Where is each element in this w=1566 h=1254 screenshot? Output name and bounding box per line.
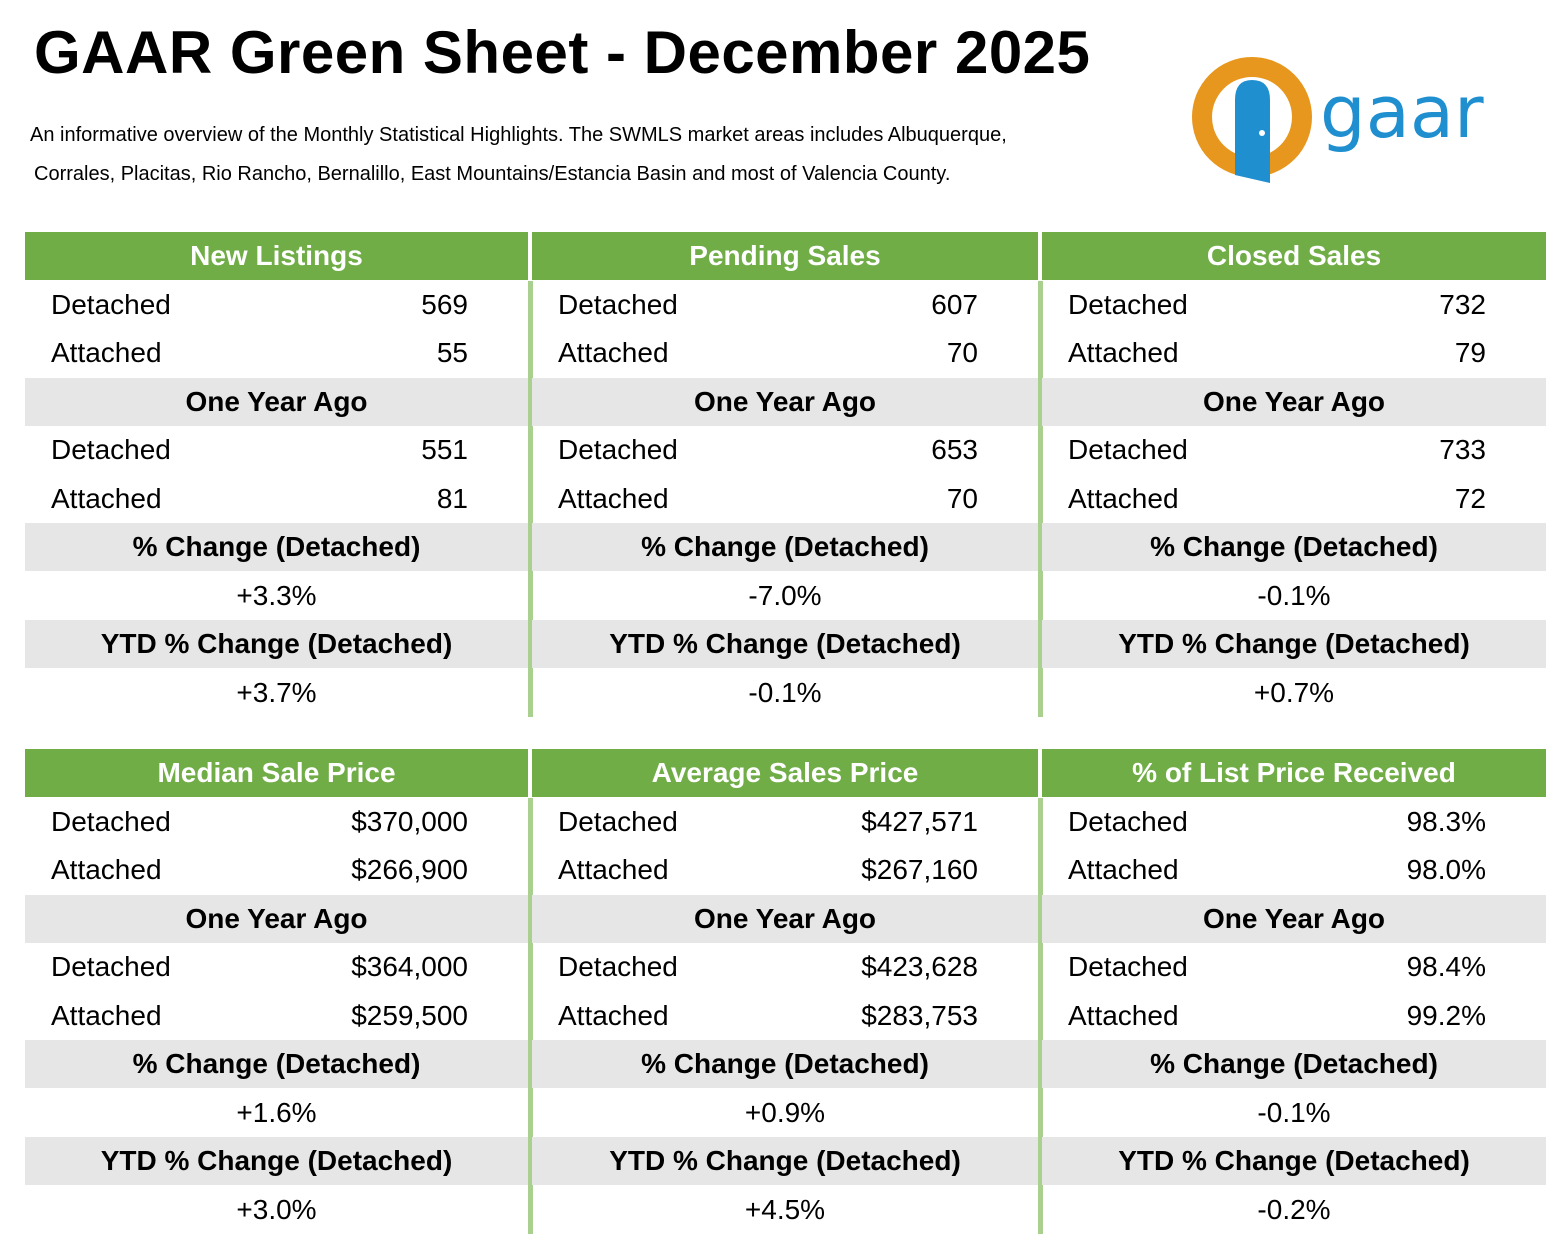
section-heading: One Year Ago — [532, 894, 1038, 943]
row-label: Attached — [51, 482, 162, 514]
section-heading: % Change (Detached) — [25, 1040, 528, 1088]
row-label: Detached — [51, 434, 171, 465]
ytd-value: +4.5% — [744, 1193, 826, 1225]
row-label: Detached — [1068, 805, 1188, 837]
column-divider — [528, 280, 533, 717]
row-value: $259,500 — [351, 999, 468, 1031]
row-label: Attached — [51, 337, 162, 368]
column-divider — [1038, 280, 1043, 717]
section-heading: One Year Ago — [532, 377, 1038, 426]
row-value: 732 — [1439, 288, 1486, 320]
section-heading: One Year Ago — [1042, 377, 1546, 426]
row-label: Detached — [558, 951, 678, 982]
row-value: 72 — [1454, 482, 1486, 514]
row-value: $283,753 — [861, 999, 978, 1031]
section-heading: YTD % Change (Detached) — [532, 620, 1038, 668]
row-value: 70 — [946, 482, 978, 514]
row-label: Attached — [1068, 482, 1179, 514]
row-label: Detached — [558, 288, 678, 320]
panel-title: Average Sales Price — [532, 749, 1038, 797]
change-value: +0.9% — [744, 1096, 826, 1128]
row-value: 733 — [1439, 434, 1486, 465]
ytd-value: +0.7% — [1253, 676, 1335, 708]
panel-title: % of List Price Received — [1042, 749, 1546, 797]
row-value: 55 — [436, 337, 468, 368]
section-heading: One Year Ago — [25, 894, 528, 943]
section-heading: % Change (Detached) — [25, 523, 528, 571]
column-divider — [1038, 797, 1043, 1234]
row-value: $423,628 — [861, 951, 978, 982]
panel-title: New Listings — [25, 232, 528, 280]
logo-door — [1235, 80, 1270, 183]
row-value: 607 — [931, 288, 978, 320]
row-label: Detached — [558, 434, 678, 465]
logo-knob — [1259, 130, 1265, 136]
section-heading: YTD % Change (Detached) — [532, 1137, 1038, 1185]
row-value: 99.2% — [1406, 999, 1486, 1031]
ytd-value: -0.2% — [1257, 1193, 1331, 1225]
row-value: $427,571 — [861, 805, 978, 837]
change-value: +3.3% — [236, 579, 317, 611]
row-label: Attached — [558, 482, 669, 514]
change-value: -0.1% — [1257, 579, 1331, 611]
logo: gaar — [1192, 57, 1484, 183]
section-heading: YTD % Change (Detached) — [25, 1137, 528, 1185]
row-label: Detached — [558, 805, 678, 837]
row-value: $370,000 — [351, 805, 468, 837]
title: GAAR Green Sheet - December 2025 — [34, 19, 1091, 86]
row-value: $364,000 — [351, 951, 468, 982]
row-value: 79 — [1454, 337, 1486, 368]
section-heading: YTD % Change (Detached) — [25, 620, 528, 668]
row-label: Attached — [558, 999, 669, 1031]
row-value: 653 — [931, 434, 978, 465]
row-label: Detached — [51, 805, 171, 837]
subtitle: Corrales, Placitas, Rio Rancho, Bernalil… — [34, 163, 951, 185]
row-label: Attached — [1068, 854, 1179, 885]
change-value: -0.1% — [1257, 1096, 1331, 1128]
row-label: Detached — [51, 951, 171, 982]
row-value: 98.4% — [1406, 951, 1486, 982]
row-label: Attached — [558, 337, 669, 368]
row-label: Attached — [1068, 337, 1179, 368]
section-heading: % Change (Detached) — [532, 1040, 1038, 1088]
row-label: Attached — [51, 854, 162, 885]
row-value: $266,900 — [351, 854, 468, 885]
ytd-value: +3.0% — [236, 1193, 317, 1225]
row-value: $267,160 — [861, 854, 978, 885]
row-label: Detached — [1068, 288, 1188, 320]
row-value: 70 — [946, 337, 978, 368]
logo-text: gaar — [1320, 70, 1484, 154]
row-label: Detached — [1068, 951, 1188, 982]
subtitle: An informative overview of the Monthly S… — [30, 124, 1007, 146]
column-divider — [528, 797, 533, 1234]
ytd-value: +3.7% — [236, 676, 317, 708]
panel-title: Closed Sales — [1042, 232, 1546, 280]
section-heading: One Year Ago — [1042, 894, 1546, 943]
change-value: +1.6% — [236, 1096, 317, 1128]
row-value: 81 — [436, 482, 468, 514]
row-label: Detached — [51, 288, 171, 320]
section-heading: One Year Ago — [25, 377, 528, 426]
section-heading: % Change (Detached) — [1042, 523, 1546, 571]
row-label: Attached — [1068, 999, 1179, 1031]
panel-title: Median Sale Price — [25, 749, 528, 797]
ytd-value: -0.1% — [748, 676, 822, 708]
row-value: 98.0% — [1406, 854, 1486, 885]
row-label: Attached — [51, 999, 162, 1031]
panel-title: Pending Sales — [532, 232, 1038, 280]
section-heading: YTD % Change (Detached) — [1042, 1137, 1546, 1185]
row-label: Attached — [558, 854, 669, 885]
row-value: 98.3% — [1406, 805, 1486, 837]
section-heading: % Change (Detached) — [532, 523, 1038, 571]
section-heading: YTD % Change (Detached) — [1042, 620, 1546, 668]
section-heading: % Change (Detached) — [1042, 1040, 1546, 1088]
row-value: 551 — [421, 434, 468, 465]
row-label: Detached — [1068, 434, 1188, 465]
row-value: 569 — [421, 288, 468, 320]
change-value: -7.0% — [748, 579, 822, 611]
